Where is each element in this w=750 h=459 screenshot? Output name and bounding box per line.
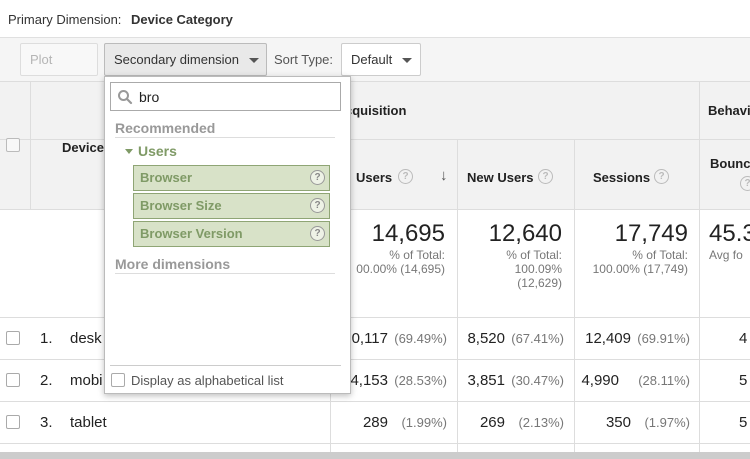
- row-new-users-pct: (30.47%): [511, 373, 564, 388]
- table-toolbar: Plot Rows Secondary dimension Default: [0, 38, 750, 98]
- acquisition-group-header: cquisition: [345, 103, 407, 118]
- row-index: 3.: [40, 414, 53, 431]
- column-new-users[interactable]: New Users: [467, 170, 534, 185]
- help-icon[interactable]: ?: [310, 198, 325, 213]
- chevron-down-icon: [402, 58, 412, 63]
- row-bounce: 5: [739, 414, 748, 431]
- help-icon[interactable]: ?: [398, 169, 413, 184]
- row-device-link[interactable]: tablet: [70, 414, 107, 431]
- row-users: 0,117: [351, 330, 388, 347]
- help-icon[interactable]: ?: [740, 176, 750, 191]
- alphabetical-list-checkbox[interactable]: [111, 373, 125, 387]
- column-divider: [699, 82, 700, 452]
- dimension-search-input[interactable]: [139, 88, 334, 106]
- divider: [115, 273, 335, 274]
- users-group-toggle[interactable]: Users: [125, 143, 177, 159]
- option-label: Browser Version: [140, 226, 243, 241]
- row-new-users: 8,520: [467, 330, 505, 347]
- column-divider: [457, 140, 458, 452]
- option-label: Browser Size: [140, 198, 222, 213]
- row-index: 2.: [40, 372, 53, 389]
- more-dimensions-heading[interactable]: More dimensions: [115, 256, 231, 272]
- total-sessions-value: 17,749: [614, 220, 688, 247]
- sort-type-select[interactable]: Default: [341, 43, 421, 76]
- behavior-group-header: Behavio: [708, 103, 750, 118]
- dimension-option-browser[interactable]: Browser ?: [133, 165, 330, 191]
- help-icon[interactable]: ?: [310, 170, 325, 185]
- row-users-pct: (28.53%): [394, 373, 447, 388]
- row-sessions: 4,990: [581, 372, 619, 389]
- select-all-checkbox[interactable]: [6, 138, 20, 152]
- row-users: 289: [362, 414, 388, 431]
- total-sessions-pct: 100.00% (17,749): [592, 262, 688, 276]
- total-new-users-abs: (12,629): [517, 276, 562, 290]
- divider: [110, 365, 341, 366]
- table-row[interactable]: 1. desk 0,117 (69.49%) 8,520 (67.41%) 12…: [0, 318, 750, 360]
- row-new-users-pct: (67.41%): [511, 331, 564, 346]
- row-checkbox[interactable]: [6, 415, 20, 429]
- row-sessions-pct: (69.91%): [637, 331, 690, 346]
- help-icon[interactable]: ?: [538, 169, 553, 184]
- column-divider: [30, 82, 31, 210]
- plot-rows-button[interactable]: Plot Rows: [20, 43, 98, 98]
- column-users[interactable]: Users: [356, 170, 393, 185]
- row-index: 1.: [40, 330, 53, 347]
- row-sessions: 350: [605, 414, 631, 431]
- total-new-users-value: 12,640: [488, 220, 562, 247]
- secondary-dimension-button[interactable]: Secondary dimension: [104, 43, 267, 76]
- search-icon: [118, 90, 133, 105]
- row-users-pct: (1.99%): [401, 415, 447, 430]
- secondary-dimension-label: Secondary dimension: [114, 52, 240, 67]
- row-sessions-pct: (1.97%): [644, 415, 690, 430]
- total-sessions-label: % of Total:: [632, 248, 688, 262]
- row-users: 4,153: [350, 372, 388, 389]
- dimension-option-browser-version[interactable]: Browser Version ?: [133, 221, 330, 247]
- total-bounce-value: 45.3: [709, 220, 750, 247]
- row-sessions-pct: (28.11%): [638, 373, 690, 388]
- help-icon[interactable]: ?: [310, 226, 325, 241]
- row-device-link[interactable]: mobi: [70, 372, 103, 389]
- row-bounce: 5: [739, 372, 748, 389]
- sort-type-label: Sort Type:: [274, 52, 334, 67]
- secondary-dimension-dropdown: Recommended Users Browser ? Browser Size…: [104, 76, 351, 394]
- column-divider: [574, 140, 575, 452]
- total-users-pct: 00.00% (14,695): [356, 262, 445, 276]
- option-label: Browser: [140, 170, 193, 185]
- sort-type-value: Default: [351, 52, 393, 67]
- total-users-label: % of Total:: [389, 248, 445, 262]
- total-new-users-label: % of Total:: [506, 248, 562, 262]
- row-bounce: 4: [739, 330, 748, 347]
- table-row[interactable]: 3. tablet 289 (1.99%) 269 (2.13%) 350 (1…: [0, 402, 750, 444]
- recommended-heading: Recommended: [115, 120, 216, 136]
- row-checkbox[interactable]: [6, 331, 20, 345]
- table-row[interactable]: 2. mobi 4,153 (28.53%) 3,851 (30.47%) 4,…: [0, 360, 750, 402]
- column-bounce-rate[interactable]: Bounc: [710, 156, 750, 171]
- primary-dimension-label: Primary Dimension:: [8, 12, 122, 27]
- caret-down-icon: [125, 149, 133, 154]
- total-users-value: 14,695: [371, 220, 445, 247]
- column-device[interactable]: Device: [62, 140, 104, 155]
- dimension-search-box[interactable]: [110, 82, 341, 111]
- row-new-users-pct: (2.13%): [518, 415, 564, 430]
- row-new-users: 3,851: [467, 372, 505, 389]
- row-sessions: 12,409: [585, 330, 631, 347]
- horizontal-scrollbar[interactable]: [0, 452, 750, 459]
- column-sessions[interactable]: Sessions: [593, 170, 651, 185]
- row-device-link[interactable]: desk: [70, 330, 102, 347]
- primary-dimension-bar: Primary Dimension: Device Category: [0, 0, 750, 38]
- total-bounce-label: Avg fo: [709, 248, 743, 262]
- alphabetical-list-label[interactable]: Display as alphabetical list: [131, 373, 284, 388]
- sort-descending-icon[interactable]: ↓: [440, 167, 448, 184]
- row-checkbox[interactable]: [6, 373, 20, 387]
- help-icon[interactable]: ?: [654, 169, 669, 184]
- row-users-pct: (69.49%): [394, 331, 447, 346]
- divider: [115, 137, 335, 138]
- primary-dimension-value[interactable]: Device Category: [131, 12, 233, 27]
- users-group-label: Users: [138, 143, 177, 159]
- dimension-option-browser-size[interactable]: Browser Size ?: [133, 193, 330, 219]
- chevron-down-icon: [249, 58, 259, 63]
- total-new-users-pct: 100.09%: [514, 262, 562, 276]
- row-new-users: 269: [479, 414, 505, 431]
